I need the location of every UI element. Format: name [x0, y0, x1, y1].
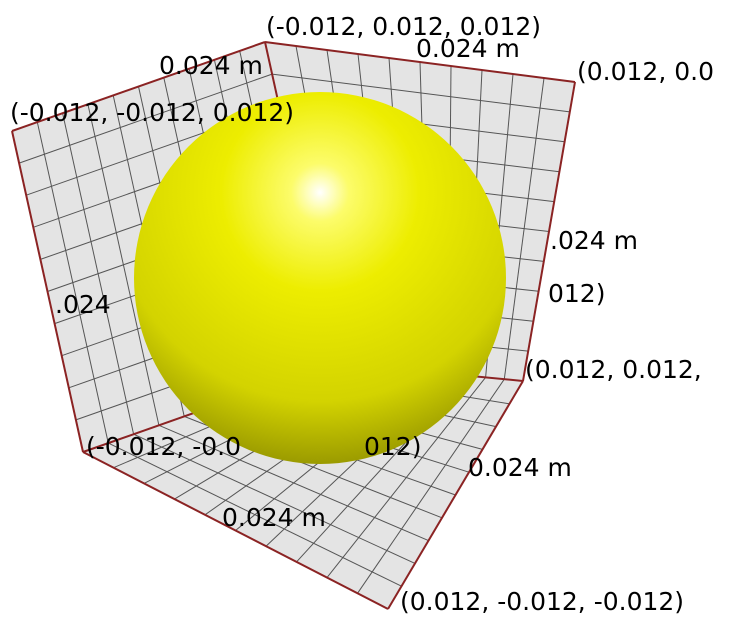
- dimension-label-bottom: 0.024 m: [222, 503, 326, 532]
- frame-edge: [264, 41, 576, 83]
- grid-line: [326, 377, 486, 578]
- corner-label-bottom-right: (0.012, -0.012, -0.012): [400, 587, 685, 616]
- dimension-label-top-back: 0.024 m: [416, 34, 520, 63]
- dimension-label-top-left: 0.024 m: [159, 51, 263, 80]
- frame-edge: [522, 81, 576, 382]
- sphere[interactable]: [134, 92, 506, 464]
- dimension-label-right: .024 m: [550, 226, 638, 255]
- frame-edge: [82, 451, 389, 610]
- dimension-label-left: .024: [55, 290, 111, 319]
- corner-label-top-left: (-0.012, -0.012, 0.012): [10, 98, 295, 127]
- frame-edge: [387, 380, 524, 610]
- corner-label-right-mid: (0.012, 0.012,: [525, 355, 702, 384]
- corner-label-right-partial: 012): [548, 279, 606, 308]
- corner-label-bottom-left: (-0.012, -0.0: [86, 432, 242, 461]
- corner-label-top-right: (0.012, 0.0: [577, 57, 714, 86]
- frame-edge: [11, 130, 84, 453]
- grid-line: [357, 378, 505, 594]
- dimension-label-bottom-right: 0.024 m: [468, 453, 572, 482]
- frame-edge: [11, 41, 266, 132]
- corner-label-bottom-left-tail: 012): [364, 432, 422, 461]
- grid-line: [503, 77, 545, 380]
- corner-label-top-back: (-0.012, 0.012, 0.012): [266, 12, 542, 41]
